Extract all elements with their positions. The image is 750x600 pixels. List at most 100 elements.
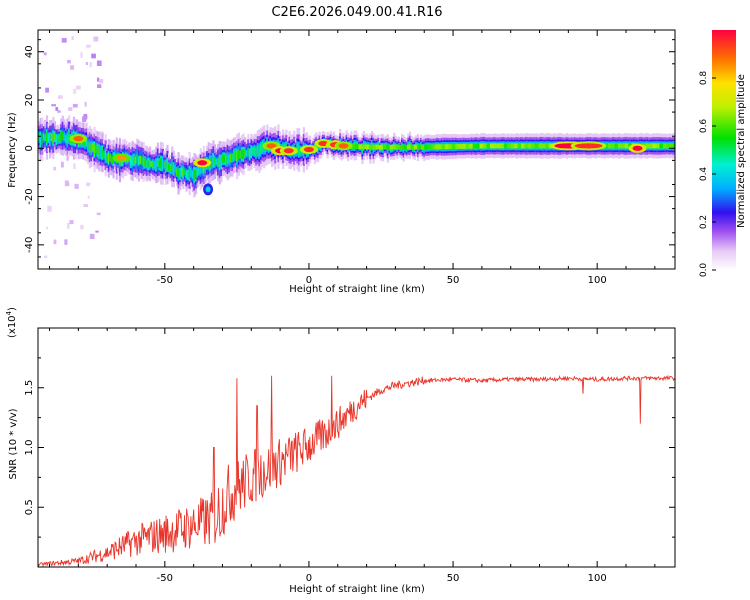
heatmap-core-cell: [431, 144, 436, 150]
heatmap-xtick-label: -50: [157, 275, 173, 286]
heatmap-cell: [156, 157, 160, 167]
heatmap-core-cell: [365, 144, 370, 150]
heatmap-cell: [91, 143, 95, 151]
heatmap-core-cell: [545, 143, 550, 149]
heatmap-core-cell: [469, 143, 474, 149]
heatmap-core-cell: [382, 144, 387, 150]
heatmap-speckle: [64, 180, 69, 187]
heatmap-speckle: [70, 65, 75, 70]
heatmap-speckle: [68, 107, 73, 111]
snr-ytick-label: 0.5: [24, 499, 35, 515]
heatmap-core-cell: [517, 143, 522, 149]
heatmap-speckle: [64, 239, 68, 245]
heatmap-speckle: [69, 220, 74, 225]
heatmap-cell: [47, 134, 50, 142]
heatmap-core-cell: [649, 143, 654, 149]
heatmap-cell: [221, 154, 225, 163]
heatmap-core-cell: [396, 144, 401, 150]
heatmap-speckle: [99, 131, 104, 135]
heatmap-core-cell: [417, 144, 422, 150]
heatmap-cell: [45, 132, 49, 143]
heatmap-core-cell: [500, 143, 505, 149]
heatmap-cell: [297, 144, 301, 156]
heatmap-cell: [252, 147, 255, 155]
heatmap-cell: [133, 155, 136, 164]
heatmap-cell: [129, 157, 133, 166]
heatmap-cell: [107, 153, 110, 163]
heatmap-cell: [137, 156, 141, 166]
heatmap-ytick-label: 0: [24, 145, 35, 151]
heatmap-cell: [169, 165, 172, 172]
heatmap-cell: [166, 160, 169, 170]
heatmap-peak: [338, 143, 349, 149]
heatmap-cell: [175, 168, 179, 176]
heatmap-core-cell: [379, 144, 384, 150]
colorbar-tick-label: 0.8: [699, 71, 709, 86]
heatmap-cell: [239, 150, 242, 159]
heatmap-speckle: [72, 103, 78, 108]
heatmap-core-cell: [358, 144, 363, 150]
heatmap-core-cell: [434, 144, 439, 150]
heatmap-cell: [210, 157, 213, 167]
heatmap-core-cell: [413, 144, 418, 150]
heatmap-cell: [245, 150, 248, 157]
heatmap-peak: [283, 148, 294, 154]
heatmap-speckle: [58, 95, 63, 99]
heatmap-core-cell: [483, 143, 487, 149]
heatmap-cell: [155, 160, 158, 170]
heatmap-cell: [220, 157, 223, 167]
heatmap-cell: [53, 132, 57, 141]
heatmap-cell: [236, 151, 239, 162]
heatmap-speckle: [99, 79, 104, 84]
heatmap-core-cell: [462, 143, 467, 149]
heatmap-cell: [110, 156, 114, 164]
heatmap-core-cell: [444, 144, 449, 150]
heatmap-cell: [148, 159, 152, 168]
heatmap-speckle: [83, 204, 89, 207]
heatmap-core-cell: [507, 143, 512, 149]
heatmap-core-cell: [607, 143, 612, 149]
heatmap-cell: [240, 149, 244, 159]
heatmap-peak: [266, 143, 277, 149]
heatmap-cell: [183, 168, 187, 176]
heatmap-cell: [179, 170, 182, 178]
heatmap-speckle: [45, 87, 50, 93]
heatmap-core-cell: [393, 144, 398, 150]
heatmap-core-cell: [424, 144, 429, 150]
heatmap-band: [38, 36, 675, 258]
heatmap-peak: [574, 143, 603, 149]
heatmap-core-cell: [652, 143, 657, 149]
heatmap-cell: [217, 158, 220, 167]
heatmap-core-cell: [617, 143, 622, 149]
snr-ytick-label: 1.5: [24, 380, 35, 396]
heatmap-core-cell: [479, 143, 484, 149]
heatmap-cell: [88, 142, 91, 153]
chart-title: C2E6.2026.049.00.41.R16: [271, 5, 442, 20]
heatmap-cell: [229, 154, 233, 163]
heatmap-cell: [259, 144, 263, 155]
heatmap-core-cell: [621, 143, 626, 149]
heatmap-speckle: [74, 183, 79, 189]
heatmap-speckle: [61, 38, 67, 43]
heatmap-speckle: [72, 88, 77, 94]
heatmap-cell: [83, 137, 87, 147]
heatmap-cell: [39, 134, 42, 145]
heatmap-ylabel: Frequency (Hz): [7, 112, 18, 188]
heatmap-cell: [296, 144, 299, 154]
heatmap-cell: [185, 170, 188, 179]
heatmap-core-cell: [472, 143, 477, 149]
heatmap-cell: [142, 157, 145, 167]
heatmap-cell: [255, 147, 258, 157]
heatmap-speckle: [96, 60, 102, 67]
heatmap-core-cell: [441, 144, 446, 150]
heatmap-speckle: [71, 36, 74, 40]
heatmap-core-cell: [400, 144, 404, 150]
heatmap-cell: [96, 145, 99, 155]
heatmap-core-cell: [662, 143, 667, 149]
heatmap-speckle: [67, 222, 70, 229]
heatmap-peak: [73, 136, 84, 142]
heatmap-core-cell: [624, 143, 629, 149]
heatmap-cell: [44, 134, 47, 142]
heatmap-cell: [253, 146, 256, 155]
heatmap-core-cell: [489, 143, 494, 149]
